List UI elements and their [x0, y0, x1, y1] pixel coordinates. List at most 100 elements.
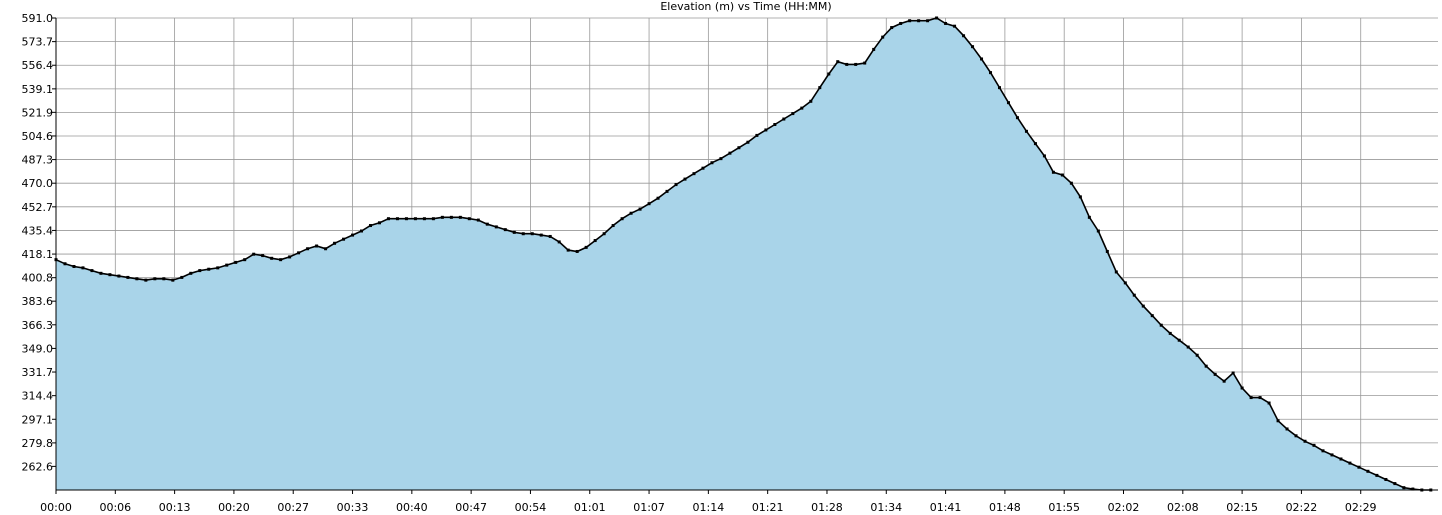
- data-point: [503, 228, 507, 232]
- data-point: [72, 264, 76, 268]
- x-tick-label: 02:02: [1108, 501, 1140, 514]
- data-point: [386, 217, 390, 221]
- y-tick-label: 504.6: [22, 130, 54, 143]
- data-point: [746, 140, 750, 144]
- data-point: [1312, 443, 1316, 447]
- data-point: [449, 215, 453, 219]
- data-point: [1051, 170, 1055, 174]
- data-point: [485, 222, 489, 226]
- y-tick-label: 314.4: [22, 390, 54, 403]
- data-point: [548, 234, 552, 238]
- data-point: [81, 266, 85, 270]
- y-tick-label: 366.3: [22, 319, 54, 332]
- data-point: [521, 232, 525, 236]
- y-tick-label: 383.6: [22, 295, 54, 308]
- data-point: [126, 275, 130, 279]
- data-point: [171, 278, 175, 282]
- data-point: [1204, 364, 1208, 368]
- data-point: [90, 269, 94, 273]
- data-point: [315, 244, 319, 248]
- data-point: [539, 233, 543, 237]
- data-point: [638, 207, 642, 211]
- x-tick-label: 00:27: [277, 501, 309, 514]
- y-tick-label: 279.8: [22, 437, 54, 450]
- data-point: [1159, 323, 1163, 327]
- x-tick-label: 00:00: [40, 501, 72, 514]
- data-point: [764, 128, 768, 132]
- data-point: [926, 19, 930, 23]
- data-point: [1105, 249, 1109, 253]
- data-point: [1339, 457, 1343, 461]
- data-point: [1123, 281, 1127, 285]
- data-point: [1276, 419, 1280, 423]
- data-point: [557, 240, 561, 244]
- x-tick-label: 02:15: [1226, 501, 1258, 514]
- data-point: [476, 218, 480, 222]
- data-point: [422, 217, 426, 221]
- data-point: [872, 47, 876, 51]
- chart-title: Elevation (m) vs Time (HH:MM): [660, 0, 831, 13]
- data-point: [198, 269, 202, 273]
- data-point: [1006, 101, 1010, 105]
- data-point: [1267, 401, 1271, 405]
- x-tick-label: 01:28: [811, 501, 843, 514]
- data-point: [288, 255, 292, 259]
- data-point: [135, 277, 139, 281]
- x-tick-label: 01:48: [989, 501, 1021, 514]
- data-point: [1384, 477, 1388, 481]
- data-point: [395, 217, 399, 221]
- x-tick-label: 02:29: [1345, 501, 1377, 514]
- data-point: [324, 247, 328, 251]
- data-point: [692, 172, 696, 176]
- data-point: [1141, 304, 1145, 308]
- x-tick-label: 00:54: [515, 501, 547, 514]
- data-point: [180, 275, 184, 279]
- data-point: [1042, 154, 1046, 158]
- data-point: [189, 271, 193, 275]
- data-point: [1285, 427, 1289, 431]
- data-point: [117, 274, 121, 278]
- data-point: [1231, 371, 1235, 375]
- y-tick-label: 573.7: [22, 36, 54, 49]
- x-tick-label: 00:20: [218, 501, 250, 514]
- data-point: [989, 71, 993, 75]
- data-point: [629, 211, 633, 215]
- x-tick-label: 01:01: [574, 501, 606, 514]
- data-point: [845, 62, 849, 66]
- data-point: [1087, 215, 1091, 219]
- data-point: [1024, 129, 1028, 133]
- data-point: [827, 72, 831, 76]
- data-point: [1402, 486, 1406, 490]
- data-point: [279, 258, 283, 262]
- data-point: [980, 57, 984, 61]
- data-point: [297, 251, 301, 255]
- data-point: [333, 241, 337, 245]
- data-point: [1249, 396, 1253, 400]
- data-point: [404, 217, 408, 221]
- data-point: [836, 60, 840, 64]
- x-tick-label: 01:41: [930, 501, 962, 514]
- data-point: [773, 122, 777, 126]
- data-point: [1168, 331, 1172, 335]
- y-tick-label: 452.7: [22, 201, 54, 214]
- y-tick-label: 591.0: [22, 12, 54, 25]
- data-point: [890, 26, 894, 30]
- data-point: [1393, 482, 1397, 486]
- data-point: [818, 86, 822, 90]
- data-point: [602, 232, 606, 236]
- data-point: [710, 161, 714, 165]
- data-point: [728, 151, 732, 155]
- data-point: [566, 248, 570, 252]
- data-point: [270, 256, 274, 260]
- data-point: [458, 215, 462, 219]
- data-point: [683, 177, 687, 181]
- data-point: [782, 117, 786, 121]
- data-point: [530, 232, 534, 236]
- data-point: [368, 224, 372, 228]
- data-point: [108, 273, 112, 277]
- data-point: [1132, 293, 1136, 297]
- data-point: [656, 196, 660, 200]
- x-tick-labels: 00:00 00:06 00:13 00:20 00:27 00:33 00:40 00:47…: [40, 490, 1377, 514]
- elevation-area: [56, 18, 1431, 490]
- y-tick-labels: 591.0 573.7 556.4 539.1 521.9 504.6 487.3 470.0…: [22, 12, 56, 473]
